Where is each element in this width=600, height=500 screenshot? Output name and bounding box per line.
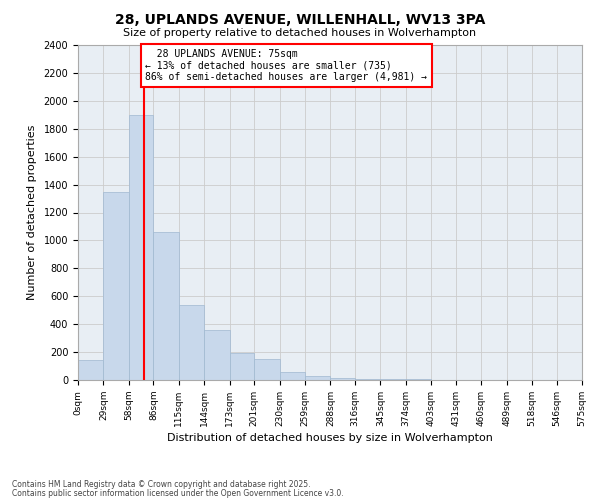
Bar bbox=[280, 372, 305, 380]
Text: Contains HM Land Registry data © Crown copyright and database right 2025.: Contains HM Land Registry data © Crown c… bbox=[12, 480, 311, 489]
X-axis label: Distribution of detached houses by size in Wolverhampton: Distribution of detached houses by size … bbox=[167, 433, 493, 443]
Y-axis label: Number of detached properties: Number of detached properties bbox=[26, 125, 37, 300]
Text: Size of property relative to detached houses in Wolverhampton: Size of property relative to detached ho… bbox=[124, 28, 476, 38]
Bar bbox=[254, 359, 280, 380]
Bar bbox=[103, 192, 129, 380]
Bar bbox=[305, 376, 331, 380]
Bar bbox=[129, 115, 154, 380]
Bar bbox=[355, 378, 380, 380]
Bar bbox=[179, 304, 204, 380]
Text: 28 UPLANDS AVENUE: 75sqm
← 13% of detached houses are smaller (735)
86% of semi-: 28 UPLANDS AVENUE: 75sqm ← 13% of detach… bbox=[145, 49, 427, 82]
Bar bbox=[154, 232, 179, 380]
Bar bbox=[331, 378, 355, 380]
Text: Contains public sector information licensed under the Open Government Licence v3: Contains public sector information licen… bbox=[12, 488, 344, 498]
Text: 28, UPLANDS AVENUE, WILLENHALL, WV13 3PA: 28, UPLANDS AVENUE, WILLENHALL, WV13 3PA bbox=[115, 12, 485, 26]
Bar bbox=[78, 360, 103, 380]
Bar bbox=[230, 354, 254, 380]
Bar bbox=[204, 330, 230, 380]
